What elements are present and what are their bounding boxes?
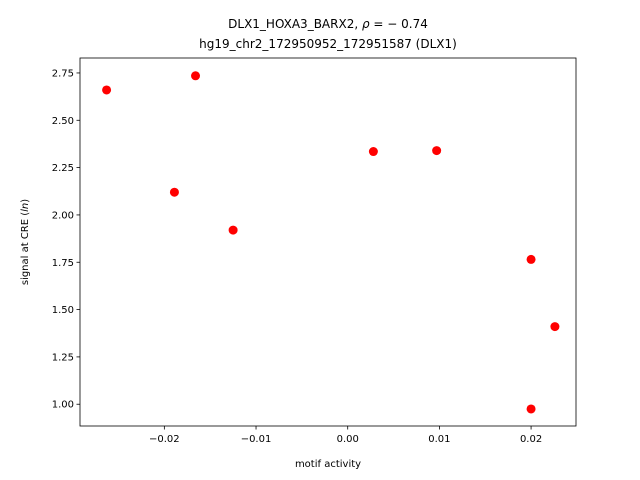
data-point: [368, 147, 378, 157]
y-tick-label: 1.00: [52, 400, 74, 411]
data-point: [228, 225, 238, 235]
y-tick-label: 1.50: [52, 305, 74, 316]
data-point: [432, 146, 442, 156]
y-tick-label: 2.50: [52, 116, 74, 127]
data-points: [102, 71, 560, 414]
y-tick-label: 2.25: [52, 163, 74, 174]
y-tick-label: 2.75: [52, 68, 74, 79]
x-tick-label: 0.00: [337, 434, 359, 445]
y-axis-label: signal at CRE (ln): [20, 199, 31, 285]
data-point: [169, 187, 179, 197]
y-tick-label: 1.25: [52, 352, 74, 363]
x-axis-ticks: −0.02 −0.01 0.00 0.01 0.02: [149, 426, 542, 445]
data-point: [526, 404, 536, 414]
x-tick-label: 0.01: [428, 434, 450, 445]
x-tick-label: −0.02: [149, 434, 180, 445]
data-point: [526, 254, 536, 264]
y-axis-ticks: 1.00 1.25 1.50 1.75 2.00 2.25 2.50 2.75: [52, 68, 80, 411]
chart-title-line-1: DLX1_HOXA3_BARX2, ρ = − 0.74: [228, 17, 428, 31]
plot-area: [80, 58, 576, 426]
data-point: [102, 85, 112, 95]
x-tick-label: −0.01: [241, 434, 272, 445]
x-tick-label: 0.02: [520, 434, 542, 445]
x-axis-label: motif activity: [295, 459, 361, 470]
plot-frame: [79, 57, 577, 427]
y-tick-label: 2.00: [52, 210, 74, 221]
data-point: [191, 71, 201, 81]
y-tick-label: 1.75: [52, 258, 74, 269]
data-point: [550, 322, 560, 332]
chart-title-line-2: hg19_chr2_172950952_172951587 (DLX1): [199, 37, 457, 51]
